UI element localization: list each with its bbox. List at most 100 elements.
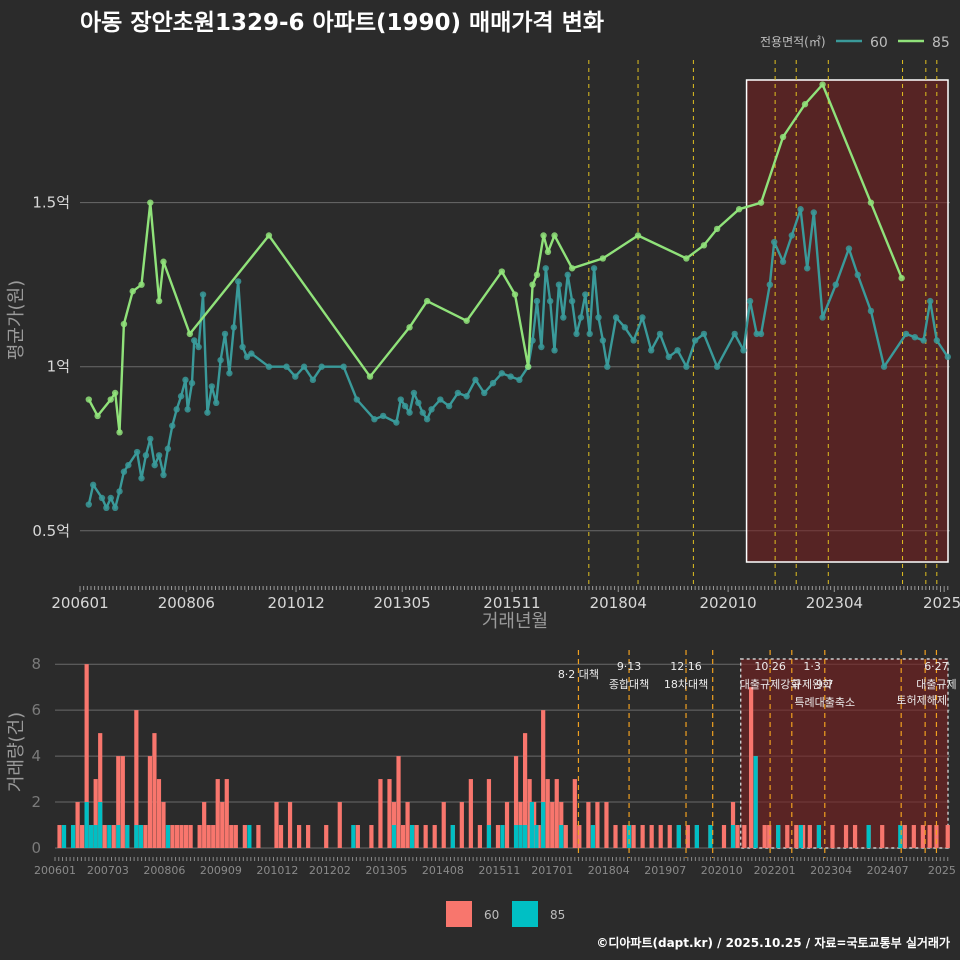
data-point-60 (160, 471, 167, 479)
data-point-60 (184, 406, 191, 413)
data-point-85 (94, 412, 101, 420)
data-point-60 (213, 399, 220, 407)
volume-bar-60 (400, 825, 406, 848)
data-point-60 (845, 245, 853, 252)
bar-y-tick-label: 8 (31, 655, 41, 673)
data-point-60 (204, 409, 211, 416)
data-point-60 (188, 379, 196, 387)
data-point-60 (911, 333, 919, 341)
volume-bar-60 (667, 825, 672, 848)
data-point-60 (927, 297, 934, 305)
data-point-60 (428, 406, 435, 413)
volume-bar-60 (102, 825, 107, 848)
data-point-60 (243, 353, 251, 361)
volume-bar-60 (120, 756, 125, 848)
data-point-60 (283, 363, 290, 370)
volume-bar-60 (414, 825, 419, 848)
volume-bar-60 (527, 779, 532, 848)
volume-bar-chart: 0 2 4 6 8 8·2 대책 9·13 종합대책 12·16 18차대책 10·26 대출규제강화… (6, 650, 957, 877)
data-point-60 (155, 452, 163, 459)
x-tick-label: 2025 (923, 594, 960, 612)
data-point-60 (423, 416, 431, 423)
event-label: 18차대책 (664, 678, 708, 691)
data-point-85 (568, 265, 576, 272)
volume-bar-60 (287, 802, 293, 848)
data-point-60 (85, 501, 92, 508)
legend-header: 전용면적(㎡) (760, 35, 826, 49)
volume-bar-60 (767, 825, 772, 848)
volume-bar-60 (523, 733, 528, 848)
bar-x-tick-label: 200909 (200, 864, 242, 877)
data-point-85 (551, 232, 558, 239)
data-point-60 (103, 504, 110, 512)
bar-legend-label-60: 60 (484, 908, 499, 922)
data-point-85 (683, 255, 690, 262)
volume-bar-85 (898, 825, 903, 848)
x-axis-title: 거래년월 (482, 611, 548, 632)
data-point-85 (801, 101, 809, 108)
event-date-label: 6·27 (924, 660, 949, 673)
volume-bar-60 (143, 825, 148, 848)
data-point-60 (463, 393, 470, 400)
data-point-60 (555, 281, 563, 288)
data-point-60 (542, 265, 549, 272)
x-tick-label: 201804 (590, 594, 647, 612)
data-point-60 (797, 206, 804, 213)
volume-bar-60 (396, 756, 401, 848)
x-tick-label: 202010 (699, 594, 756, 612)
bar-x-tick-label: 201804 (588, 864, 630, 877)
volume-bar-85 (89, 825, 94, 848)
volume-bar-60 (852, 825, 858, 848)
data-point-85 (757, 199, 765, 206)
volume-bar-60 (742, 825, 747, 848)
volume-bar-85 (816, 825, 822, 848)
volume-bar-60 (572, 779, 577, 848)
event-date-label: 1·3 (803, 660, 821, 673)
data-point-60 (454, 389, 462, 397)
data-point-60 (920, 337, 927, 344)
data-point-85 (160, 258, 167, 265)
data-point-60 (639, 314, 646, 321)
data-point-60 (564, 271, 571, 279)
data-point-60 (529, 337, 536, 344)
data-point-60 (656, 330, 664, 338)
volume-bar-60 (242, 825, 247, 848)
data-point-60 (757, 330, 765, 338)
bar-x-tick-label: 201408 (422, 864, 464, 877)
data-point-60 (731, 330, 738, 338)
data-point-60 (133, 448, 141, 456)
volume-bar-60 (735, 825, 740, 848)
data-point-60 (700, 330, 708, 338)
event-label: 규제완화 (792, 678, 832, 691)
data-point-60 (221, 330, 229, 338)
volume-bar-60 (843, 825, 849, 848)
volume-bar-60 (595, 802, 600, 848)
event-label: 특례대출축소 (794, 696, 855, 709)
data-point-60 (199, 291, 207, 298)
volume-bar-85 (125, 825, 130, 848)
volume-bar-60 (541, 710, 546, 848)
data-point-85 (735, 206, 743, 213)
volume-bar-60 (278, 825, 284, 848)
volume-bar-85 (708, 825, 713, 848)
data-point-60 (406, 409, 413, 416)
data-point-60 (371, 416, 378, 423)
data-point-60 (265, 363, 273, 370)
data-point-60 (147, 435, 154, 443)
volume-bar-60 (134, 710, 139, 848)
data-point-60 (740, 347, 747, 354)
volume-bar-60 (233, 825, 238, 848)
volume-bar-60 (545, 779, 550, 848)
volume-bar-85 (730, 825, 736, 848)
price-line-chart: 0.5억 1억 1.5억 200601 200806 201012 201305 201511… (6, 60, 960, 632)
volume-bar-60 (405, 802, 410, 848)
volume-bar-60 (337, 802, 342, 848)
event-label: 대출규제강화 (740, 678, 801, 691)
highlight-region (745, 79, 949, 563)
bottom-legend: 60 85 (446, 901, 565, 927)
data-point-60 (415, 399, 422, 407)
data-point-60 (173, 406, 180, 413)
data-point-60 (107, 494, 114, 502)
volume-bar-85 (776, 825, 781, 848)
data-point-60 (867, 307, 875, 315)
